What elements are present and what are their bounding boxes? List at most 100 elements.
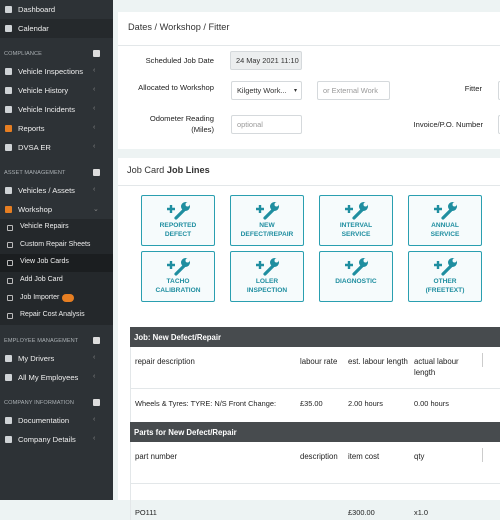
nav-icon [7,312,13,319]
wrench-icon [256,202,279,220]
nav-label: Workshop [18,205,53,214]
table-title-bar: Parts for New Defect/Repair [130,422,500,442]
nav-item[interactable]: Calendar [0,19,113,38]
nav-icon [7,224,13,231]
nav-subitem[interactable]: Job Importer [0,289,113,307]
nav-item[interactable]: Vehicle Incidents ‹ [0,100,113,119]
job-lines-panel: Job Card Job Lines REPORTED DEFECT NEW DEFEC… [118,158,500,520]
nav-icon [7,242,13,249]
button-label: SERVICE [430,231,460,238]
nav-icon [7,295,13,302]
nav-label: Vehicle Incidents [18,105,75,114]
column-header: est. labour length [348,357,408,366]
wrench-icon [167,258,190,276]
button-label: NEW [259,222,275,229]
button-label: CALIBRATION [155,287,201,294]
section-icon [93,398,100,406]
nav-subitem[interactable]: Custom Repair Sheets [0,236,113,255]
job-line-button[interactable]: DIAGNOSTIC [319,251,393,302]
chevron: ‹ [93,434,96,442]
wrench-icon [167,202,190,220]
nav-label: Company Details [18,434,76,444]
section-title: EMPLOYEE MANAGEMENT [4,337,79,344]
nav-icon [7,277,13,284]
field-label: Fitter [464,84,482,93]
field-label: Scheduled Job Date [145,56,214,65]
chevron: ‹ [93,86,96,93]
panel-title: Dates / Workshop / Fitter [128,22,230,32]
nav-subitem[interactable]: Add Job Card [0,271,113,290]
chevron: ‹ [93,186,96,193]
column-header: labour rate [300,357,338,366]
nav-subitem[interactable]: Repair Cost Analysis [0,307,113,325]
row-divider [130,388,500,389]
section-icon [93,169,100,176]
nav-item[interactable]: Documentation ‹ [0,411,113,430]
nav-item[interactable]: DVSA ER ‹ [0,138,113,157]
nav-label: Vehicle Repairs [20,223,69,231]
nav-item[interactable]: My Drivers ‹ [0,349,113,368]
nav-subitem[interactable]: Vehicle Repairs [0,219,113,237]
nav-label: Vehicle History [18,86,69,95]
job-line-button[interactable]: ANNUAL SERVICE [408,195,482,246]
wrench-icon [256,258,279,276]
fitter-input[interactable] [498,81,500,100]
nav-icon [5,125,12,132]
odometer-input[interactable]: optional [231,115,302,134]
chevron: ⌄ [93,206,99,213]
nav-item[interactable]: Vehicles / Assets ‹ [0,181,113,200]
nav-item[interactable]: Company Details ‹ [0,430,113,449]
button-label: ANNUAL [431,222,459,229]
column-header: part number [135,452,178,461]
workshop-select[interactable]: Kilgetty Work... ▾ [231,81,302,100]
column-header: qty [414,452,425,461]
button-label: DEFECT [164,231,192,238]
job-line-button[interactable]: INTERVAL SERVICE [319,195,393,246]
wrench-icon [345,202,368,220]
button-label: DIAGNOSTIC [335,278,377,285]
nav-subitem[interactable]: View Job Cards [0,254,113,272]
nav-label: Custom Repair Sheets [20,240,91,248]
job-line-button[interactable]: OTHER (FREETEXT) [408,251,482,302]
field-label: Allocated to Workshop [138,83,214,92]
section-header: COMPLIANCE [0,38,113,62]
nav-icon [7,259,13,266]
wrench-icon [345,258,368,276]
job-line-button[interactable]: TACHO CALIBRATION [141,251,215,302]
chevron: ‹ [93,105,96,112]
field-label: Odometer Reading (Miles) [149,114,214,134]
column-header: item cost [348,452,380,461]
nav-label: Calendar [18,24,49,33]
divider [118,185,500,186]
badge [62,294,74,303]
nav-item[interactable]: Reports ‹ [0,119,113,138]
job-line-button[interactable]: REPORTED DEFECT [141,195,215,246]
nav-label: All My Employees [18,372,79,382]
nav-item[interactable]: All My Employees ‹ [0,368,113,387]
section-icon [93,336,100,344]
nav-label: Repair Cost Analysis [20,311,85,319]
nav-label: Vehicle Inspections [18,67,84,76]
chevron: ‹ [93,67,96,74]
button-label: DEFECT/REPAIR [240,231,294,238]
nav-label: Documentation [18,415,70,425]
nav-label: Vehicles / Assets [18,186,75,195]
nav-item[interactable]: Dashboard [0,0,113,19]
section-title: COMPLIANCE [4,51,42,57]
column-divider [482,353,483,367]
nav-item[interactable]: Vehicle History ‹ [0,81,113,100]
section-header: COMPANY INFORMATION [0,387,113,411]
nav-label: View Job Cards [20,258,69,266]
nav-item[interactable]: Workshop ⌄ [0,200,113,219]
job-line-button[interactable]: LOLER INSPECTION [230,251,304,302]
external-workshop-input[interactable]: or External Work [317,81,390,100]
job-line-button[interactable]: NEW DEFECT/REPAIR [230,195,304,246]
table-border [130,347,131,422]
nav-icon [5,144,12,151]
nav-icon [5,87,12,94]
invoice-input[interactable] [498,115,500,134]
main-content: Dates / Workshop / Fitter Scheduled Job D… [113,0,500,520]
date-input[interactable]: 24 May 2021 11:10 [230,51,302,70]
nav-item[interactable]: Vehicle Inspections ‹ [0,62,113,81]
section-header: EMPLOYEE MANAGEMENT [0,325,113,349]
